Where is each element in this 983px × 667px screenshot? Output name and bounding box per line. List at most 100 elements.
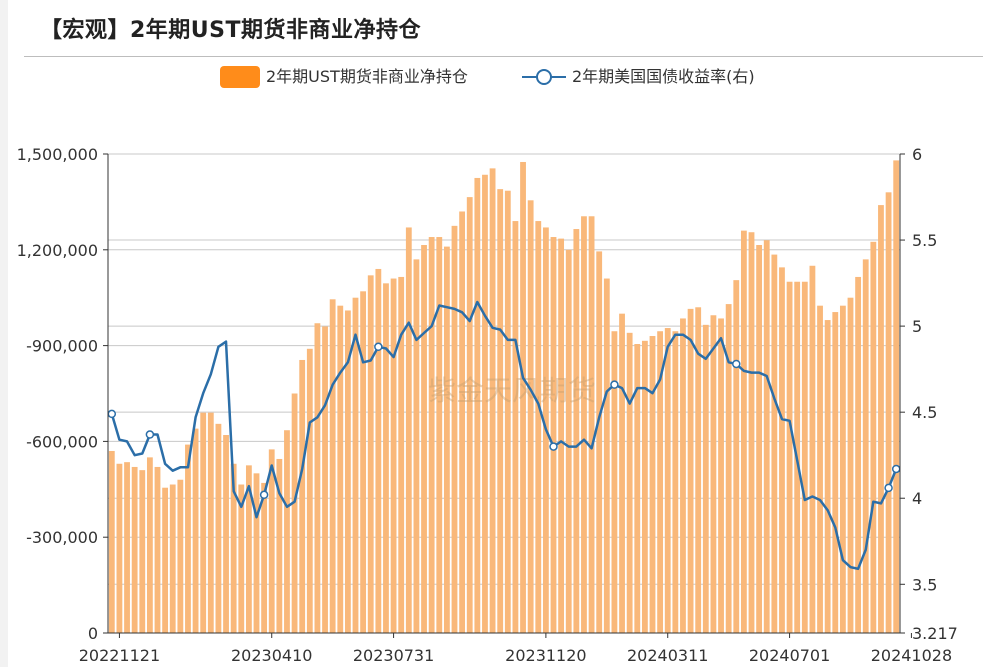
bar	[504, 190, 511, 633]
bar	[352, 297, 359, 633]
bar	[809, 265, 816, 633]
bar	[695, 307, 702, 633]
bar	[740, 230, 747, 633]
bar	[474, 177, 481, 633]
legend-item-bar[interactable]: 2年期UST期货非商业净持仓	[220, 64, 468, 88]
bar	[459, 211, 466, 634]
bar	[596, 251, 603, 633]
legend-line-swatch	[522, 68, 566, 85]
x-axis-ticks: 20221121 20230410 20230731 20231120 20240311…	[79, 633, 952, 665]
bar	[108, 450, 115, 633]
bar	[824, 320, 831, 633]
bar	[748, 232, 755, 633]
bar	[725, 304, 732, 633]
left-tick-label: -300,000	[26, 528, 98, 547]
x-tick-label: 20231120	[505, 646, 586, 665]
left-tick-label: -900,000	[26, 337, 98, 356]
bar	[337, 305, 344, 633]
bar	[139, 470, 146, 633]
bar	[306, 348, 313, 633]
bar	[771, 254, 778, 633]
bar	[192, 428, 199, 633]
bar	[223, 435, 229, 633]
left-tick-label: -600,000	[26, 432, 98, 451]
line-marker	[732, 359, 741, 369]
bar	[390, 278, 397, 633]
bar	[200, 412, 207, 633]
bar	[878, 205, 884, 634]
legend-bar-label: 2年期UST期货非商业净持仓	[266, 66, 468, 86]
bar	[718, 318, 724, 633]
bar	[626, 332, 633, 633]
bar	[581, 216, 587, 633]
title-divider	[24, 56, 983, 57]
bar	[657, 331, 664, 633]
bar	[413, 259, 420, 633]
bar	[550, 237, 557, 633]
bar	[512, 221, 519, 633]
line-marker	[107, 409, 117, 419]
bar	[322, 326, 328, 633]
bar	[489, 168, 496, 633]
right-tick-label: 5	[912, 317, 922, 336]
left-tick-label: 0	[88, 624, 98, 643]
bar	[497, 189, 504, 634]
bar	[405, 227, 412, 634]
bar	[436, 237, 443, 633]
bar	[276, 458, 283, 633]
line-marker	[891, 464, 901, 474]
bar	[451, 225, 458, 633]
bar	[847, 297, 854, 633]
bar	[116, 463, 123, 633]
legend-line-label: 2年期美国国债收益率(右)	[572, 66, 755, 86]
bar	[619, 313, 625, 633]
bar	[421, 245, 427, 633]
right-tick-label: 5.5	[912, 231, 937, 250]
bar	[238, 484, 245, 633]
bar	[215, 423, 222, 633]
bar	[146, 457, 153, 633]
bar	[839, 305, 846, 633]
left-margin-strip	[0, 0, 8, 667]
bar	[261, 482, 268, 633]
right-tick-label: 3.5	[912, 575, 937, 594]
bar	[870, 241, 877, 634]
chart-axes	[107, 154, 901, 634]
right-tick-label: 4.5	[912, 403, 937, 422]
bar	[817, 305, 823, 633]
bar	[482, 174, 488, 634]
bar	[893, 160, 900, 634]
line-marker	[884, 483, 893, 493]
x-tick-label: 20241028	[871, 646, 952, 665]
legend-bar-swatch	[220, 65, 260, 88]
bar	[687, 308, 694, 633]
legend-item-line[interactable]: 2年期美国国债收益率(右)	[522, 64, 755, 88]
left-tick-label: 1,200,000	[17, 241, 98, 260]
bar	[611, 331, 618, 633]
bar	[154, 466, 161, 633]
bar	[169, 484, 176, 633]
bar	[466, 197, 473, 634]
x-tick-label: 20230410	[231, 646, 312, 665]
bar	[855, 276, 862, 633]
x-tick-label: 20230731	[353, 646, 434, 665]
bar	[558, 238, 565, 633]
bar	[443, 246, 450, 633]
bar	[832, 312, 839, 633]
bar	[649, 336, 656, 633]
bar	[383, 283, 389, 633]
bar	[535, 221, 542, 633]
bar	[527, 200, 534, 633]
x-tick-label: 20240311	[627, 646, 708, 665]
bar	[733, 280, 740, 633]
bar	[588, 216, 595, 633]
bar	[314, 323, 321, 633]
left-axis-ticks: 1,500,000 1,200,000 -900,000 -600,000 -300,0…	[17, 145, 108, 643]
page-title: 【宏观】2年期UST期货非商业净持仓	[40, 18, 422, 43]
bar	[329, 299, 336, 633]
bar	[375, 268, 382, 633]
right-tick-label: 6	[912, 145, 922, 164]
bar	[710, 315, 717, 633]
bar	[207, 412, 214, 633]
bar	[230, 463, 237, 633]
